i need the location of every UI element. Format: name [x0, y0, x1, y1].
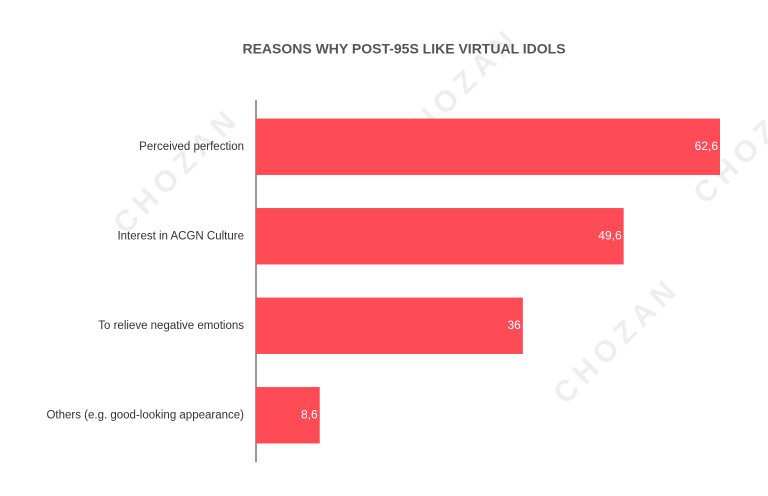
category-label: Others (e.g. good-looking appearance) [46, 409, 244, 421]
value-label: 49,6 [598, 228, 622, 242]
bar [256, 387, 320, 444]
category-label: To relieve negative emotions [98, 320, 244, 332]
bar [256, 208, 624, 265]
category-label: Perceived perfection [139, 141, 244, 153]
watermark: CHOZAN [107, 101, 247, 241]
category-label: Interest in ACGN Culture [117, 230, 244, 242]
chart-title: REASONS WHY POST-95S LIKE VIRTUAL IDOLS [242, 41, 565, 57]
value-label: 8,6 [301, 407, 318, 421]
value-label: 62,6 [695, 139, 719, 153]
watermark: CHOZAN [547, 271, 687, 411]
value-label: 36 [507, 318, 521, 332]
bar [256, 118, 720, 175]
bar [256, 297, 523, 354]
